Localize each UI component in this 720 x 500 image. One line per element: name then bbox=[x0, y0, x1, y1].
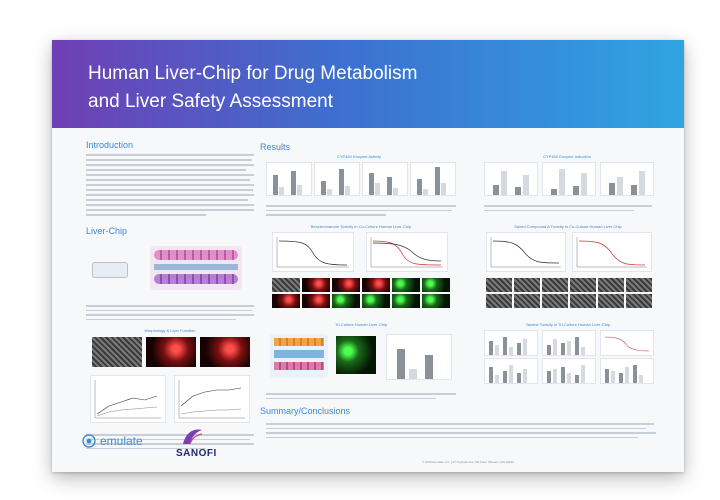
results-heading: Results bbox=[260, 142, 291, 152]
morphology-figure bbox=[86, 335, 254, 431]
tacrine-title: Tacrine Toxicity in Tri-Culture Human Li… bbox=[525, 322, 611, 327]
cyp-activity-charts bbox=[266, 162, 456, 198]
morphology-chart-right bbox=[174, 375, 250, 423]
triculture-title: Tri-Culture Human Liver-Chip bbox=[334, 322, 388, 327]
liver-chip-caption bbox=[86, 305, 254, 320]
cyp-induction-charts bbox=[484, 162, 654, 198]
benzbromarone-title: Benzbromarone Toxicity in Co-Culture Hum… bbox=[310, 224, 412, 229]
poster-title-line1: Human Liver-Chip for Drug Metabolism bbox=[88, 63, 418, 84]
cyp-induction-title: CYP450 Enzyme Induction bbox=[543, 154, 591, 159]
poster-title: Human Liver-Chip for Drug Metabolism and… bbox=[88, 60, 648, 116]
summary-heading: Summary/Conclusions bbox=[260, 406, 351, 416]
cyp-induction-caption bbox=[484, 202, 652, 211]
liver-chip-figure bbox=[86, 240, 254, 302]
cyp-activity-caption bbox=[266, 202, 456, 216]
compound-a-title: Saxed Compound A Toxicity in Co-Culture … bbox=[514, 224, 622, 229]
triculture-figure bbox=[266, 330, 456, 384]
emulate-logo: emulate bbox=[82, 434, 143, 448]
introduction-text-block bbox=[86, 154, 254, 216]
poster: Human Liver-Chip for Drug Metabolism and… bbox=[52, 40, 684, 472]
poster-banner: Human Liver-Chip for Drug Metabolism and… bbox=[52, 40, 684, 128]
chip-device-illustration bbox=[92, 262, 128, 278]
poster-footer: © 2019 Emulate, Inc. | 27 Drydock Ave, 5… bbox=[422, 460, 514, 464]
chip-cross-section bbox=[150, 246, 242, 290]
triculture-caption bbox=[266, 390, 456, 399]
compound-a-images bbox=[486, 278, 652, 310]
morphology-caption bbox=[86, 434, 254, 449]
benzbromarone-images bbox=[272, 278, 452, 310]
benzbromarone-charts bbox=[266, 232, 456, 312]
emulate-logo-mark-icon bbox=[82, 434, 96, 448]
tacrine-charts bbox=[484, 330, 654, 386]
introduction-heading: Introduction bbox=[86, 140, 134, 150]
liver-chip-heading: Liver-Chip bbox=[86, 226, 128, 236]
triculture-chart bbox=[386, 334, 452, 380]
cyp-activity-title: CYP450 Enzyme Activity bbox=[336, 154, 382, 159]
compound-a-charts bbox=[484, 232, 652, 312]
sanofi-bird-icon bbox=[183, 429, 203, 445]
triculture-illustration bbox=[270, 334, 328, 378]
morphology-title: Morphology & Liver Function bbox=[144, 328, 196, 333]
morphology-chart-left bbox=[90, 375, 166, 423]
sanofi-logo-text: SANOFI bbox=[176, 448, 217, 459]
emulate-logo-text: emulate bbox=[100, 434, 143, 448]
summary-bullets bbox=[266, 420, 656, 438]
left-column: Introduction Liver-Chip bbox=[86, 140, 254, 449]
poster-title-line2: and Liver Safety Assessment bbox=[88, 91, 334, 112]
